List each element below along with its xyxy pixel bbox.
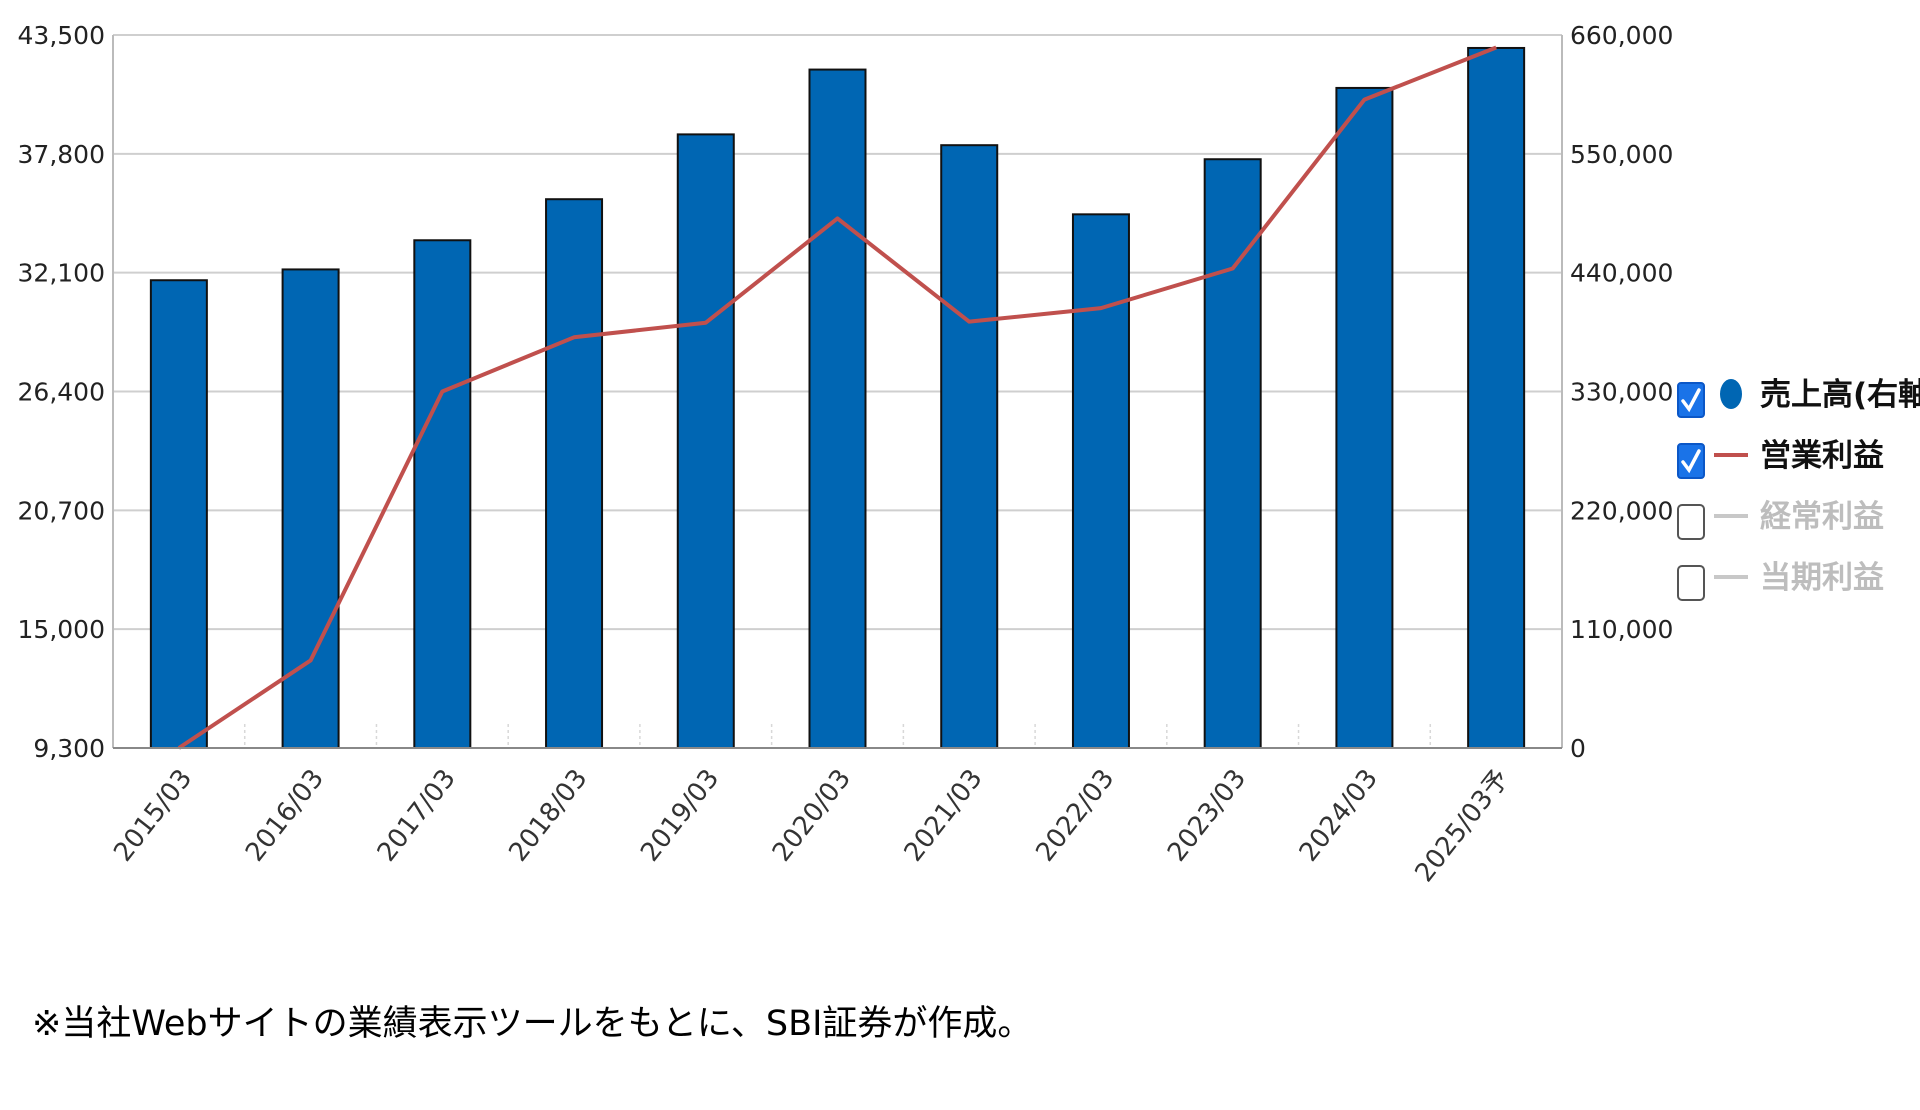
right-tick-label: 0 [1570, 734, 1586, 763]
x-axis-ticks: 2015/03 2016/03 2017/03 2018/03 2019/03 2020/… [108, 764, 1515, 888]
line-point [1495, 47, 1497, 49]
line-point [968, 321, 970, 323]
bar [1467, 46, 1526, 750]
line-point [837, 217, 838, 219]
line-point [310, 659, 312, 661]
line-point [705, 322, 707, 324]
left-tick-label: 15,000 [18, 615, 105, 644]
bar [1203, 158, 1262, 749]
right-tick-label: 660,000 [1570, 21, 1673, 50]
legend-label: 当期利益 [1760, 560, 1884, 596]
bar [1335, 86, 1394, 749]
right-tick-label: 550,000 [1570, 140, 1673, 169]
legend-item: 当期利益 [1677, 560, 1884, 601]
bar [413, 239, 472, 749]
chart: 43,500 37,800 32,100 26,400 20,700 15,000 9,30… [18, 21, 1920, 888]
line-point [1232, 267, 1234, 269]
legend-circle-icon [1720, 379, 1742, 409]
x-tick-label: 2023/03 [1162, 764, 1252, 868]
right-tick-label: 110,000 [1570, 615, 1673, 644]
legend-label: 売上高(右軸) [1760, 377, 1920, 413]
x-tick-label: 2024/03 [1294, 764, 1384, 868]
line-point [573, 336, 575, 338]
line-series-operating-profit [177, 45, 1497, 750]
left-tick-label: 37,800 [18, 140, 105, 169]
x-tick-label: 2019/03 [635, 764, 725, 868]
left-axis-ticks: 43,500 37,800 32,100 26,400 20,700 15,000 9,30… [18, 21, 105, 763]
bar [676, 133, 735, 749]
left-tick-label: 43,500 [18, 21, 105, 50]
legend-item: 営業利益 [1677, 438, 1884, 479]
bar [281, 268, 340, 749]
left-tick-label: 26,400 [18, 378, 105, 407]
left-tick-label: 32,100 [18, 259, 105, 288]
line-point [1363, 99, 1365, 101]
bar [940, 144, 999, 749]
legend-label: 経常利益 [1760, 499, 1884, 535]
x-tick-label: 2025/03予 [1410, 764, 1516, 888]
check-icon [1681, 449, 1701, 474]
x-tick-label: 2016/03 [240, 764, 330, 868]
left-tick-label: 20,700 [18, 496, 105, 525]
right-tick-label: 220,000 [1570, 496, 1673, 525]
line-point [1100, 307, 1102, 309]
x-tick-label: 2017/03 [372, 764, 462, 868]
line-point [441, 391, 443, 392]
bar [545, 198, 604, 749]
x-tick-label: 2021/03 [899, 764, 989, 868]
bar [1071, 213, 1130, 749]
right-tick-label: 440,000 [1570, 259, 1673, 288]
x-tick-label: 2015/03 [108, 764, 198, 868]
bar-series-sales [149, 46, 1526, 750]
left-tick-label: 9,300 [33, 734, 105, 763]
right-tick-label: 330,000 [1570, 378, 1673, 407]
x-tick-label: 2018/03 [503, 764, 593, 868]
legend-checkbox-unchecked [1677, 504, 1705, 540]
footnote: ※当社Webサイトの業績表示ツールをもとに、SBI証券が作成。 [32, 1004, 1033, 1044]
axes [112, 35, 1563, 749]
bar [149, 279, 208, 749]
x-tick-label: 2022/03 [1030, 764, 1120, 868]
legend-item: 経常利益 [1677, 499, 1884, 540]
right-axis-ticks: 660,000 550,000 440,000 330,000 220,000 110,0… [1570, 21, 1673, 763]
legend-item: 売上高(右軸) [1677, 377, 1920, 418]
x-tick-label: 2020/03 [767, 764, 857, 868]
bar [808, 68, 867, 749]
legend-checkbox-unchecked [1677, 565, 1705, 601]
check-icon [1681, 388, 1701, 413]
legend-label: 営業利益 [1760, 438, 1884, 474]
